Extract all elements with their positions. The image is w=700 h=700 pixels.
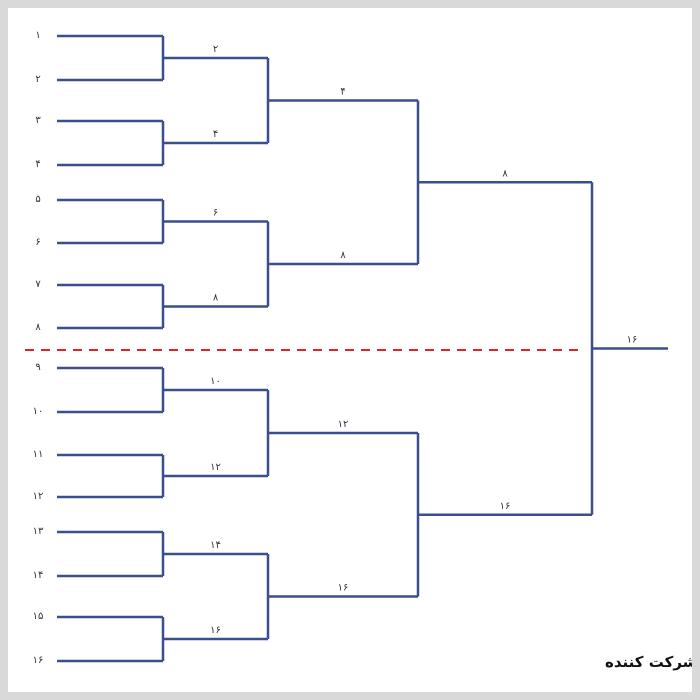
round-2-winner-label: ۸: [340, 250, 346, 261]
participant-label: ۱۴: [33, 570, 44, 581]
participant-label: ۱۵: [33, 611, 44, 622]
round-1-winner-label: ۱۰: [210, 376, 221, 387]
round-2-winner-label: ۱۲: [338, 419, 349, 430]
round-1-winner-label: ۲: [213, 44, 218, 55]
participant-label: ۴: [35, 159, 40, 170]
participant-label: ۵: [35, 194, 40, 205]
participant-label: ۹: [35, 362, 40, 373]
round-1-winner-label: ۱۶: [210, 625, 221, 636]
round-1-winner-label: ۸: [213, 293, 219, 304]
round-1-winner-label: ۴: [213, 129, 218, 140]
round-2-winner-label: ۱۶: [338, 583, 349, 594]
round-1-winner-label: ۱۴: [210, 540, 221, 551]
participant-label: ۸: [35, 322, 41, 333]
participant-label: ۲: [35, 74, 40, 85]
champion-label: ۱۶: [627, 335, 638, 346]
participant-label: ۱۰: [33, 406, 44, 417]
participant-label: ۱۲: [33, 491, 44, 502]
participant-label: ۱۱: [33, 449, 44, 460]
participant-label: ۱: [35, 30, 40, 41]
caption: جدول یک حذفی با ۱۶ شرکت کننده: [605, 653, 700, 671]
round-3-winner-label: ۱۶: [500, 501, 511, 512]
round-1-winner-label: ۶: [213, 208, 218, 219]
participant-label: ۱۳: [33, 526, 44, 537]
participant-label: ۷: [35, 279, 41, 290]
round-3-winner-label: ۸: [502, 168, 508, 179]
participant-label: ۱۶: [33, 655, 44, 666]
round-1-winner-label: ۱۲: [210, 462, 221, 473]
participant-label: ۶: [35, 237, 40, 248]
round-2-winner-label: ۴: [340, 87, 345, 98]
participant-label: ۳: [35, 115, 41, 126]
